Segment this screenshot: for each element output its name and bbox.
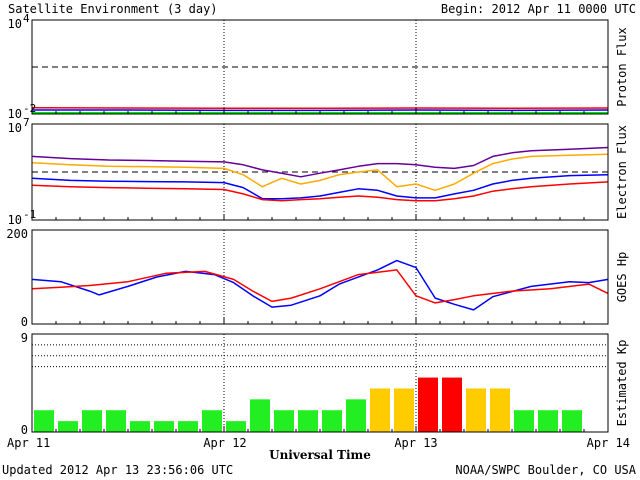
panel-0-series-0 xyxy=(31,107,609,110)
x-tick-label-0: Apr 11 xyxy=(7,436,50,450)
panel-2-y-tick-label-0: 200 xyxy=(6,227,28,241)
kp-bar xyxy=(106,410,126,432)
panel-3-plot-area xyxy=(32,334,608,432)
panel-2-y-axis-label: GOES Hp xyxy=(615,252,629,303)
kp-bar xyxy=(226,421,246,432)
kp-bar xyxy=(370,388,390,432)
kp-bar xyxy=(322,410,342,432)
panel-1-y-tick-label-1: 10 xyxy=(8,213,22,227)
panel-1-series-2 xyxy=(31,173,609,200)
kp-bar xyxy=(58,421,78,432)
kp-bar xyxy=(394,388,414,432)
kp-bar xyxy=(514,410,534,432)
panel-0-y-tick-exponent-1: -2 xyxy=(23,102,36,115)
panel-2-series-0 xyxy=(31,259,609,311)
panel-2-y-tick-label-1: 0 xyxy=(21,315,28,329)
x-tick-label-1: Apr 12 xyxy=(203,436,246,450)
kp-bar xyxy=(82,410,102,432)
panel-3-y-tick-label-1: 0 xyxy=(21,423,28,437)
panel-1-y-tick-exponent-1: -1 xyxy=(23,208,36,221)
updated-time: Updated 2012 Apr 13 23:56:06 UTC xyxy=(2,463,233,477)
kp-bar xyxy=(418,377,438,432)
kp-bar xyxy=(130,421,150,432)
kp-bar xyxy=(442,377,462,432)
panel-1-series-3 xyxy=(31,181,609,202)
kp-bar xyxy=(466,388,486,432)
kp-bar xyxy=(250,399,270,432)
kp-bar xyxy=(562,410,582,432)
panel-0-y-axis-label: Proton Flux xyxy=(615,27,629,106)
begin-time: Begin: 2012 Apr 11 0000 UTC xyxy=(441,2,636,16)
panel-1-y-tick-label-0: 10 xyxy=(8,121,22,135)
panel-1-y-tick-exponent-0: 7 xyxy=(23,116,30,129)
panel-0-y-tick-label-0: 10 xyxy=(8,17,22,31)
panel-1-plot-area xyxy=(32,124,608,220)
kp-bar xyxy=(178,421,198,432)
kp-bar xyxy=(346,399,366,432)
kp-bar xyxy=(298,410,318,432)
panel-0-plot-area xyxy=(32,20,608,114)
panel-3-y-axis-label: Estimated Kp xyxy=(615,340,629,427)
panel-2-plot-area xyxy=(32,230,608,324)
panel-1-y-axis-label: Electron Flux xyxy=(615,125,629,219)
panel-0-y-tick-label-1: 10 xyxy=(8,107,22,121)
kp-bar xyxy=(538,410,558,432)
kp-bar xyxy=(34,410,54,432)
panel-2-series-1 xyxy=(31,269,609,304)
kp-bar xyxy=(154,421,174,432)
panel-1-series-1 xyxy=(31,153,609,192)
x-tick-label-2: Apr 13 xyxy=(394,436,437,450)
x-tick-label-3: Apr 14 xyxy=(587,436,630,450)
x-axis-title: Universal Time xyxy=(269,448,371,462)
kp-bar xyxy=(490,388,510,432)
source-credit: NOAA/SWPC Boulder, CO USA xyxy=(455,463,636,477)
panel-3-y-tick-label-0: 9 xyxy=(21,331,28,345)
panel-0-y-tick-exponent-0: 4 xyxy=(23,12,30,25)
chart-title: Satellite Environment (3 day) xyxy=(8,2,218,16)
kp-bar xyxy=(202,410,222,432)
panel-1-series-0 xyxy=(31,146,609,178)
kp-bar xyxy=(274,410,294,432)
